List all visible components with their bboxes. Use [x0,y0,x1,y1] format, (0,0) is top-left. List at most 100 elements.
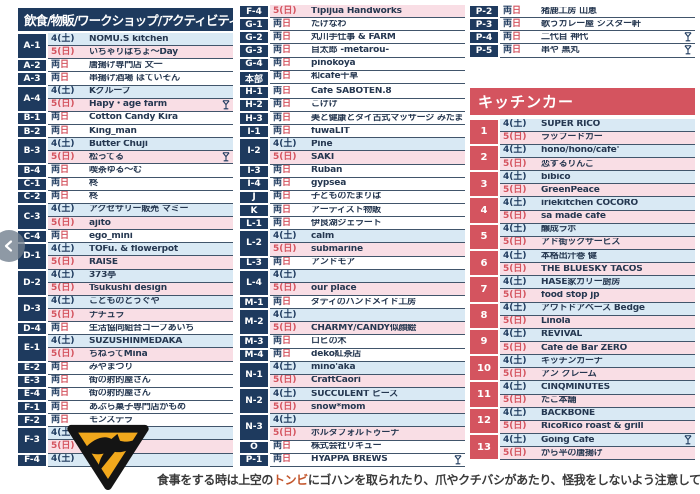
vendor-name: ego_mini [89,231,133,241]
vendor-name: 目太郎 -metarou- [311,45,389,55]
vendor-entry: A-1 4(土) NOMU.S kitchen 5(日) いちゃりばちょ〜Day [18,33,233,60]
vendor-row: 両日 Cafe SABOTEN.8 [270,85,465,99]
day-badge: 4(土) [273,414,297,425]
vendor-rows: 4(土) NOMU.S kitchen 5(日) いちゃりばちょ〜Day [48,33,233,60]
vendor-rows: 両日 串揚げ酒場 ほていそん [48,72,233,86]
vendor-code: C-3 [18,204,46,230]
vendor-row: 5(日) たこ本舗 [500,394,695,408]
vendor-row: 4(土) HASE家カリー厨房 [500,276,695,290]
chevron-left-icon [2,239,16,253]
vendor-code: G-2 [240,32,268,44]
vendor-code: G-3 [240,45,268,57]
vendor-rows: 4(土) 本格出汁巻 健 5(日) THE BLUESKY TACOS [500,249,695,277]
vendor-row: 5(日) Linola [500,315,695,329]
vendor-entry: 9 4(土) REVIVAL 5(日) Cafe de Bar ZERO [470,328,695,356]
vendor-entry: 12 4(土) BACKBONE 5(日) RicoRico roast & grill [470,407,695,434]
vendor-row: 5(日) SAKI [270,151,465,165]
vendor-rows: 4(土) Pine 5(日) SAKI [270,138,465,165]
vendor-code: C-1 [18,178,46,190]
vendor-row: 5(日) CraftCaori [270,374,465,388]
vendor-entry: 10 4(土) キッチンカーナ 5(日) アン クレーム [470,355,695,382]
day-badge: 4(土) [503,276,527,287]
vendor-name: deko紅茶店 [311,350,362,360]
vendor-entry: I-1 両日 fuwaLIT [240,125,465,139]
vendor-entry: E-2 両日 みやまつり [18,361,233,375]
day-badge: 4(土) [273,270,297,281]
vendor-rows: 4(土) 醸成ラボ 5(日) アド街ックサービス [500,223,695,250]
vendor-code: B-2 [18,125,46,138]
vendor-row: 5(日) 恋するりんご [500,157,695,172]
kitchen-number: 7 [470,277,498,302]
day-badge: 両日 [51,164,70,175]
vendor-entry: B-2 両日 King_man [18,124,233,139]
vendor-entry: I-2 4(土) Pine 5(日) SAKI [240,138,465,165]
vendor-entry: B-3 4(土) Butter Chuji 5(日) 松ってる [18,138,233,165]
vendor-rows: 両日 あぶら菓子専門店かもめ [48,400,233,415]
vendor-name: Pine [311,139,333,149]
vendor-rows: 両日 Cotton Candy Kira [48,111,233,125]
vendor-name: King_man [89,126,137,136]
vendor-name: Linola [541,317,571,327]
day-badge: 両日 [273,454,292,465]
vendor-entry: M-3 両日 ロビの木 [240,335,465,349]
vendor-rows: 4(土) 5(日) ポルタフォルトゥーナ [270,414,465,441]
vendor-row: 両日 串や 黒丸 [500,44,695,58]
vendor-entry: F-4 5(日) Tipijua Handworks [240,5,465,19]
day-badge: 4(土) [51,270,75,281]
vendor-entry: L-4 4(土) 5(日) our place [240,269,465,296]
vendor-name: ダディのハンドメイド工房 [311,297,416,307]
vendor-code: 本部 [240,71,268,85]
day-badge: 両日 [273,257,292,268]
vendor-name: submarine [311,244,363,254]
vendor-name: Hapy・age farm [89,100,167,110]
vendor-entry: B-4 両日 喫茶ゆる〜む [18,164,233,178]
vendor-name: たけなわ [311,19,347,29]
day-badge: 両日 [273,58,292,69]
vendor-row: 両日 pinokoya [270,57,465,71]
vendor-entry: 1 4(土) SUPER RICO 5(日) ラッフードカー [470,118,695,145]
vendor-name: 柊 [89,192,98,202]
day-badge: 5(日) [273,322,297,333]
vendor-entry: C-3 4(土) アクセサリー販売 マミー 5(日) ajito [18,203,233,231]
vendor-name: mino'aka [311,363,356,373]
day-badge: 5(日) [273,243,297,254]
vendor-entry: D-2 4(土) 373亭 5(日) Tsukushi design [18,269,233,296]
vendor-row: 5(日) ajito [48,216,233,231]
food-entries-col2: F-4 5(日) Tipijua Handworks G-1 両日 たけなわ G-2 両日 丸川… [240,5,465,467]
vendor-name: みやまつり [89,363,134,373]
vendor-code: H-1 [240,86,268,98]
vendor-name: SAKI [311,152,334,162]
martini-glass-icon [684,435,692,445]
vendor-row: 4(土) Going Cafe [500,433,695,448]
vendor-code: D-3 [18,296,46,322]
kitchen-number: 8 [470,303,498,328]
vendor-name: Tipijua Handworks [311,6,402,16]
vendor-rows: 4(土) 373亭 5(日) Tsukushi design [48,269,233,296]
vendor-entry: G-4 両日 pinokoya [240,57,465,71]
vendor-rows: 4(土) Kグループ 5(日) Hapy・age farm [48,85,233,112]
vendor-name: 生活協同組合コープあいち [89,323,195,333]
vendor-entry: A-2 両日 唐揚げ専門店 文一 [18,59,233,73]
vendor-row: 4(土) 醸成ラボ [500,223,695,237]
day-badge: 4(土) [51,204,75,215]
warning-text-post: にゴハンを取られたり、爪やクチバシがあたり、怪我をしないよう注意してください。 [307,473,700,487]
vendor-rows: 両日 HYAPPA BREWS [270,453,465,467]
vendor-row: 4(土) アクセサリー販売 マミー [48,203,233,217]
carousel-prev-button[interactable] [0,230,25,262]
day-badge: 4(土) [51,33,75,44]
vendor-code: B-3 [18,139,46,164]
kitchen-number: 2 [470,145,498,171]
vendor-row: 5(日) ナチュラ [48,308,233,323]
vendor-row: 5(日) アド街ックサービス [500,236,695,250]
vendor-name: 串や 黒丸 [541,45,580,55]
vendor-entry: B-1 両日 Cotton Candy Kira [18,111,233,125]
kitchen-number: 3 [470,172,498,197]
vendor-code: E-1 [18,336,46,361]
vendor-code: I-1 [240,126,268,138]
day-badge: 5(日) [503,132,527,143]
day-badge: 両日 [51,401,70,412]
vendor-name: CINQMINUTES [541,382,610,392]
vendor-name: 柊 [89,179,98,189]
vendor-code: P-2 [470,6,498,18]
vendor-row: 両日 生活協同組合コープあいち [48,322,233,336]
